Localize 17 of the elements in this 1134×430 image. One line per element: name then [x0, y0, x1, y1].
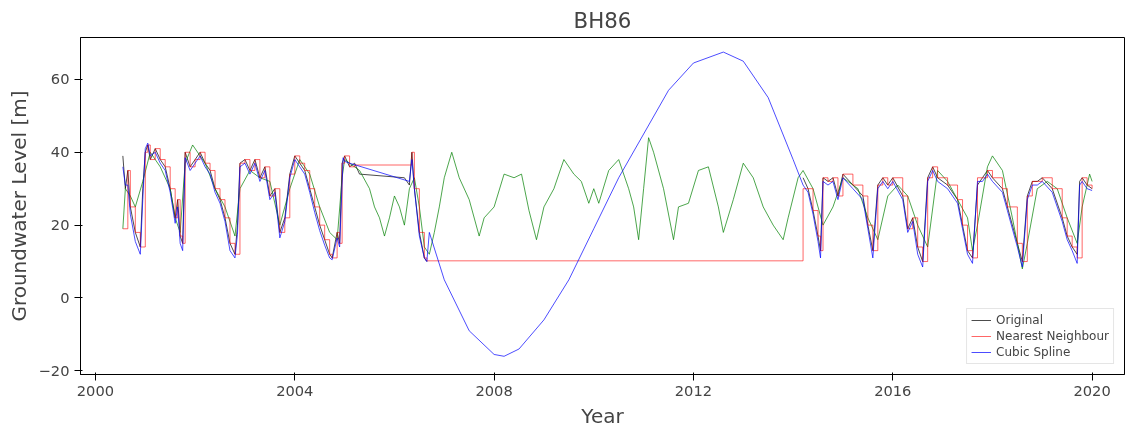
x-tick-label: 2020: [1073, 381, 1111, 399]
y-tick-label: 0: [60, 288, 70, 306]
y-tick-label: 40: [50, 143, 70, 161]
chart-title: BH86: [573, 7, 632, 33]
legend-label: Cubic Spline: [996, 345, 1071, 359]
y-tick-label: −20: [38, 361, 70, 379]
y-axis-title: Groundwater Level [m]: [6, 90, 31, 322]
x-tick-label: 2000: [76, 381, 115, 399]
x-tick-label: 2016: [874, 381, 912, 399]
x-tick-label: 2008: [475, 381, 513, 399]
x-axis-title: Year: [580, 403, 625, 428]
x-tick-label: 2012: [674, 381, 713, 399]
legend-label: Nearest Neighbour: [996, 329, 1109, 343]
y-tick-label: 60: [50, 70, 70, 88]
legend-label: Original: [996, 313, 1044, 327]
x-tick-label: 2004: [276, 381, 314, 399]
y-tick-label: 20: [50, 216, 70, 234]
